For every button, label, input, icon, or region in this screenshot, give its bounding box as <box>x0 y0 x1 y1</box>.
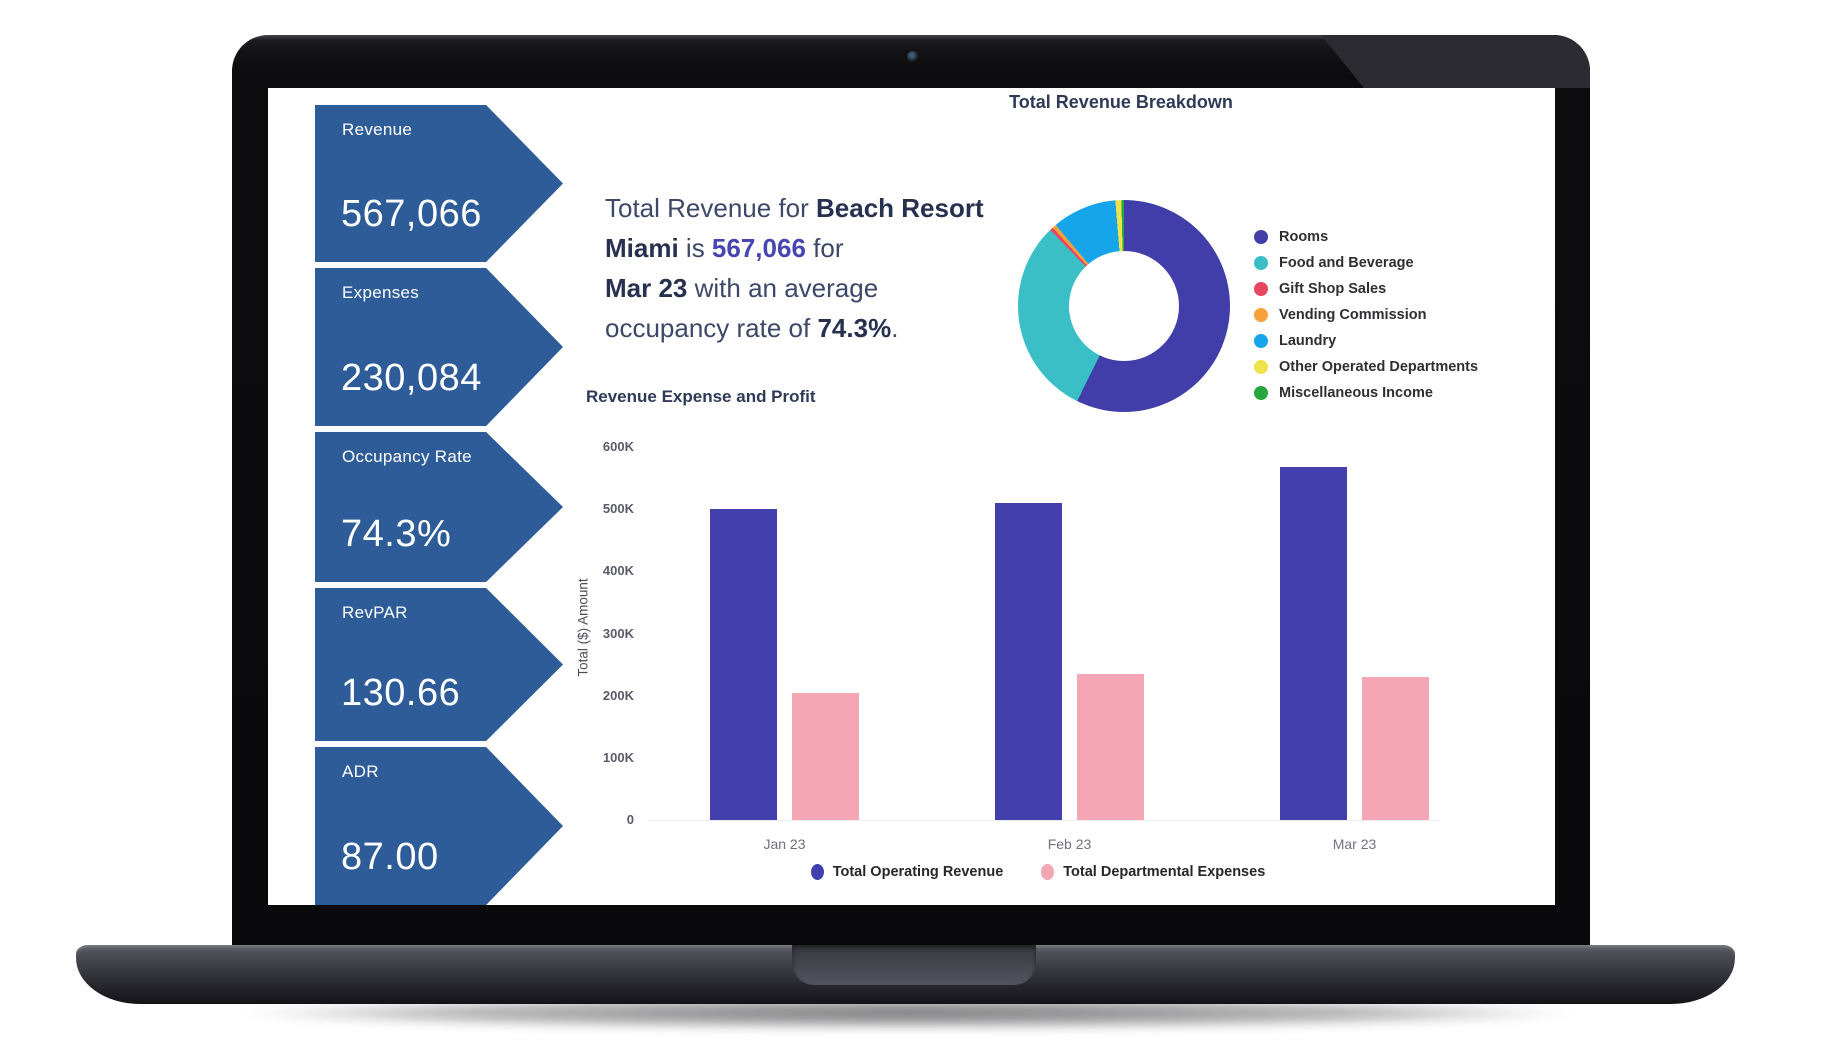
donut-legend-item-gift-shop-sales: Gift Shop Sales <box>1254 276 1478 302</box>
legend-label: Gift Shop Sales <box>1279 281 1387 297</box>
bar-feb-23-revenue <box>995 502 1062 820</box>
legend-label: Food and Beverage <box>1279 255 1414 271</box>
x-axis-line <box>650 820 1440 821</box>
legend-color-dot <box>810 864 824 880</box>
laptop-base <box>76 945 1735 1004</box>
y-tick-0: 0 <box>626 812 634 827</box>
summary-segment: 74.3% <box>817 313 892 343</box>
kpi-card-value: 87.00 <box>341 836 439 878</box>
summary-segment: is <box>678 233 712 263</box>
y-tick-400K: 400K <box>602 563 634 579</box>
bar-mar-23-revenue <box>1280 467 1347 820</box>
summary-segment: Total Revenue for <box>605 193 817 223</box>
donut-legend-item-vending-commission: Vending Commission <box>1254 302 1478 328</box>
kpi-card-revenue: Revenue 567,066 <box>315 105 563 262</box>
legend-color-dot <box>1254 230 1268 244</box>
webcam-icon <box>907 51 919 63</box>
kpi-card-value: 130.66 <box>341 672 461 714</box>
laptop-hinge-notch <box>792 945 1036 985</box>
revenue-summary-text: Total Revenue for Beach Resort Miami is … <box>605 188 1035 348</box>
legend-color-dot <box>1041 864 1055 880</box>
kpi-card-value: 230,084 <box>341 357 482 399</box>
x-label-jan-23: Jan 23 <box>763 836 806 852</box>
summary-segment: for <box>813 233 844 263</box>
x-label-mar-23: Mar 23 <box>1332 836 1377 852</box>
legend-color-dot <box>1254 256 1268 270</box>
donut-legend: Rooms Food and Beverage Gift Shop Sales Ven… <box>1254 224 1478 406</box>
bar-legend-item-total-operating-revenue: Total Operating Revenue <box>810 864 1004 880</box>
bar-chart-legend: Total Operating Revenue Total Departmenta… <box>688 864 1388 880</box>
summary-segment: 567,066 <box>711 233 806 263</box>
y-tick-300K: 300K <box>602 625 634 641</box>
bar-mar-23-expenses <box>1362 676 1429 820</box>
x-label-feb-23: Feb 23 <box>1047 836 1092 852</box>
legend-color-dot <box>1254 334 1268 348</box>
legend-label: Total Departmental Expenses <box>1063 864 1266 880</box>
summary-segment: Beach Resort Miami <box>605 193 984 263</box>
bar-jan-23-revenue <box>710 509 777 820</box>
kpi-card-value: 567,066 <box>341 193 482 235</box>
kpi-card-label: Revenue <box>342 120 413 139</box>
bar-jan-23-expenses <box>792 692 859 820</box>
legend-color-dot <box>1254 308 1268 322</box>
donut-legend-item-laundry: Laundry <box>1254 328 1478 354</box>
kpi-card-label: Expenses <box>342 283 420 302</box>
legend-color-dot <box>1254 282 1268 296</box>
kpi-card-expenses: Expenses 230,084 <box>315 268 563 426</box>
laptop-screen-bezel: Revenue 567,066 Expenses 230,084 Occupancy R… <box>232 35 1590 945</box>
donut-legend-item-rooms: Rooms <box>1254 224 1478 250</box>
donut-legend-item-food-and-beverage: Food and Beverage <box>1254 250 1478 276</box>
y-tick-100K: 100K <box>602 749 634 765</box>
bar-feb-23-expenses <box>1077 673 1144 820</box>
kpi-card-adr: ADR 87.00 <box>315 747 563 905</box>
kpi-card-label: RevPAR <box>342 603 408 622</box>
legend-label: Other Operated Departments <box>1279 359 1479 375</box>
bar-chart-title: Revenue Expense and Profit <box>586 387 816 406</box>
legend-label: Miscellaneous Income <box>1279 385 1433 401</box>
legend-label: Vending Commission <box>1279 307 1427 323</box>
kpi-card-label: Occupancy Rate <box>342 447 472 466</box>
kpi-card-occupancy-rate: Occupancy Rate 74.3% <box>315 432 563 582</box>
legend-label: Laundry <box>1279 333 1337 349</box>
kpi-card-value: 74.3% <box>341 513 452 555</box>
summary-segment: with an average occupancy rate of <box>605 273 879 343</box>
donut-hole <box>1069 251 1179 361</box>
legend-label: Rooms <box>1279 229 1329 245</box>
donut-legend-item-miscellaneous-income: Miscellaneous Income <box>1254 380 1478 406</box>
y-tick-500K: 500K <box>602 501 634 517</box>
kpi-card-label: ADR <box>342 762 379 781</box>
summary-segment: Mar 23 <box>605 273 688 303</box>
dashboard-screen: Revenue 567,066 Expenses 230,084 Occupancy R… <box>268 88 1555 905</box>
kpi-card-revpar: RevPAR 130.66 <box>315 588 563 741</box>
y-tick-200K: 200K <box>602 687 634 703</box>
donut-legend-item-other-operated-departments: Other Operated Departments <box>1254 354 1478 380</box>
legend-label: Total Operating Revenue <box>832 864 1004 880</box>
bezel-glare <box>1321 35 1590 88</box>
summary-segment: . <box>891 313 899 343</box>
y-tick-600K: 600K <box>602 439 634 454</box>
donut-chart-title: Total Revenue Breakdown <box>1009 92 1233 112</box>
legend-color-dot <box>1254 360 1268 374</box>
bar-legend-item-total-departmental-expenses: Total Departmental Expenses <box>1041 864 1265 880</box>
legend-color-dot <box>1254 386 1268 400</box>
